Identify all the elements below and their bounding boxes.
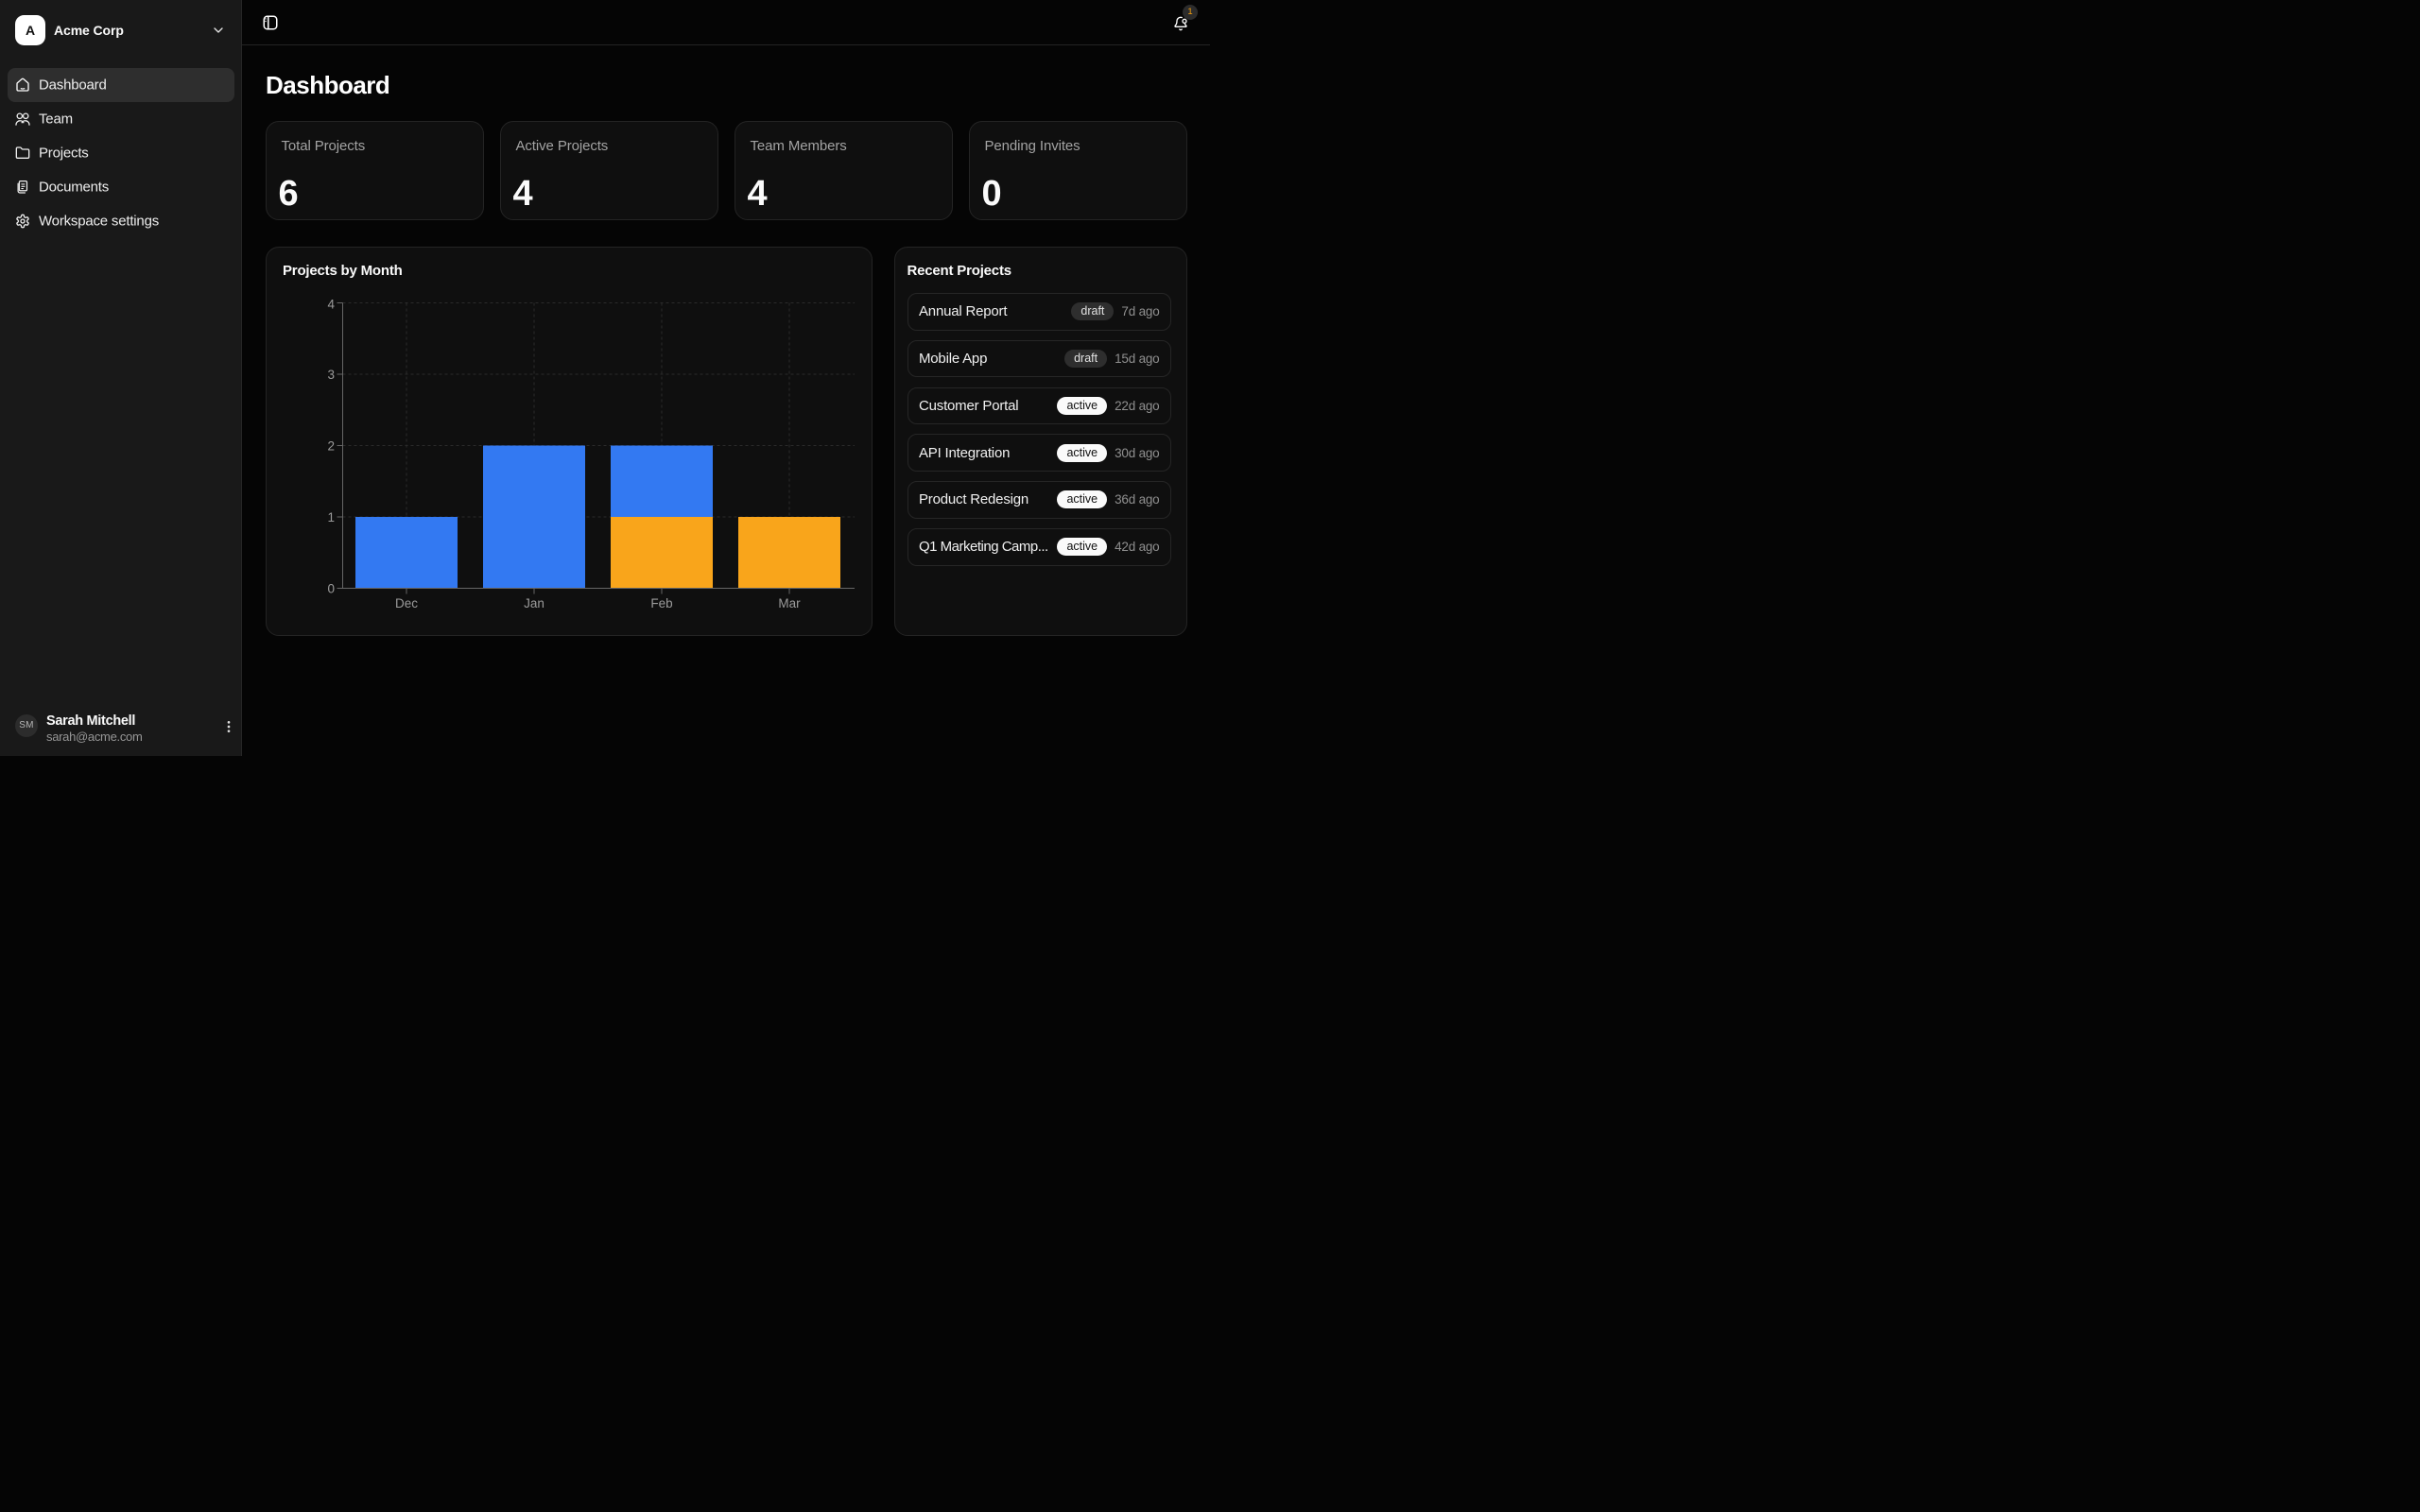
svg-text:0: 0 xyxy=(327,581,335,595)
svg-text:Feb: Feb xyxy=(650,596,672,610)
svg-text:Jan: Jan xyxy=(524,596,544,610)
svg-text:Mar: Mar xyxy=(778,596,801,610)
svg-text:1: 1 xyxy=(327,510,335,524)
svg-text:2: 2 xyxy=(327,438,335,453)
svg-text:3: 3 xyxy=(327,368,335,382)
svg-text:Dec: Dec xyxy=(395,596,418,610)
svg-text:4: 4 xyxy=(327,297,335,311)
